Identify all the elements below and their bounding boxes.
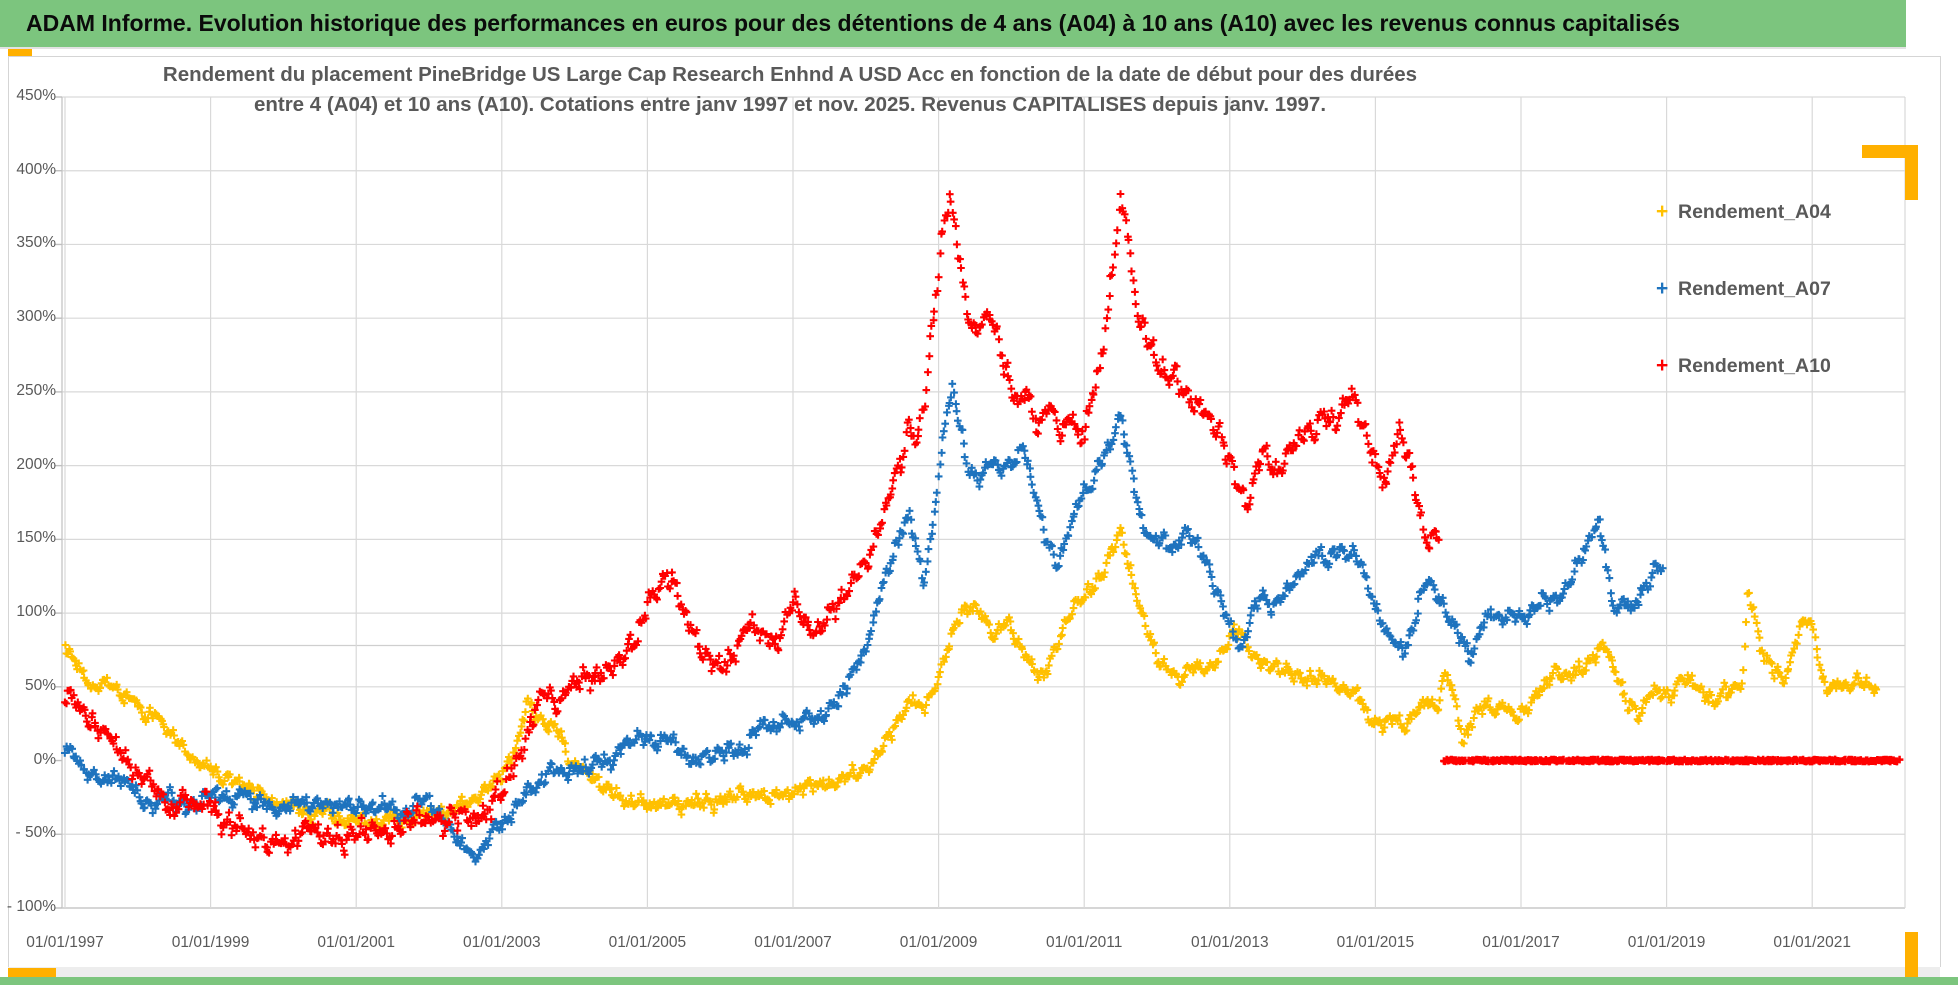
- chart-title: Rendement du placement PineBridge US Lar…: [150, 60, 1430, 120]
- chart-title-line1: Rendement du placement PineBridge US Lar…: [162, 63, 1418, 86]
- chart-frame-left: [8, 56, 9, 967]
- legend-label: Rendement_A04: [1678, 200, 1831, 223]
- selection-handle-top-right-h[interactable]: [1862, 145, 1918, 158]
- y-tick-label: - 100%: [6, 898, 56, 915]
- chart-title-line2: entre 4 (A04) et 10 ans (A10). Cotations…: [253, 93, 1327, 116]
- x-tick-label: 01/01/1999: [171, 934, 250, 951]
- y-tick-label: 50%: [24, 676, 56, 694]
- x-tick-label: 01/01/2019: [1627, 934, 1706, 951]
- x-tick-label: 01/01/2005: [608, 934, 687, 951]
- chart-legend[interactable]: + Rendement_A04 + Rendement_A07 + Rendem…: [1656, 196, 1831, 427]
- y-tick-label: 0%: [33, 750, 56, 768]
- x-tick-label: 01/01/2021: [1773, 934, 1851, 951]
- y-tick-label: 100%: [16, 603, 56, 621]
- x-tick-label: 01/01/2007: [754, 934, 832, 951]
- y-tick-label: 300%: [16, 308, 56, 326]
- legend-item-a07[interactable]: + Rendement_A07: [1656, 273, 1831, 305]
- legend-item-a10[interactable]: + Rendement_A10: [1656, 350, 1831, 382]
- y-tick-label: 250%: [16, 381, 56, 399]
- selection-handle-right[interactable]: [1905, 932, 1918, 977]
- y-tick-label: - 50%: [15, 824, 57, 842]
- x-tick-label: 01/01/2009: [899, 934, 978, 951]
- selection-handle-top-right-v[interactable]: [1905, 145, 1918, 200]
- scatter-series-Rendement_A10: [61, 190, 1443, 859]
- page-title: ADAM Informe. Evolution historique des p…: [26, 10, 1680, 36]
- title-banner: ADAM Informe. Evolution historique des p…: [0, 0, 1906, 49]
- x-tick-label: 01/01/2011: [1045, 934, 1123, 951]
- plus-marker-icon: +: [1656, 200, 1669, 223]
- y-tick-label: 350%: [16, 234, 56, 252]
- legend-label: Rendement_A07: [1678, 277, 1831, 300]
- x-tick-label: 01/01/1997: [26, 934, 104, 951]
- x-tick-label: 01/01/2015: [1336, 934, 1415, 951]
- chart-frame-right: [1940, 56, 1941, 967]
- legend-label: Rendement_A10: [1678, 354, 1831, 377]
- y-tick-label: 150%: [16, 529, 56, 547]
- x-tick-label: 01/01/2017: [1482, 934, 1560, 951]
- scrollbar-handle-left[interactable]: [8, 968, 56, 977]
- bottom-scrollbar[interactable]: [8, 967, 1940, 977]
- legend-item-a04[interactable]: + Rendement_A04: [1656, 196, 1831, 228]
- scatter-zero-line-A10: [1440, 755, 1904, 766]
- plus-marker-icon: +: [1656, 277, 1669, 300]
- x-tick-label: 01/01/2001: [317, 934, 395, 951]
- y-tick-label: 200%: [16, 455, 56, 473]
- bottom-green-bar: [0, 977, 1958, 985]
- y-tick-label: 450%: [16, 87, 56, 104]
- x-tick-label: 01/01/2013: [1191, 934, 1269, 951]
- y-tick-label: 400%: [16, 160, 56, 178]
- chart-frame-top: [8, 56, 1940, 57]
- plus-marker-icon: +: [1656, 354, 1669, 377]
- scatter-series-Rendement_A07: [61, 380, 1667, 866]
- selection-handle-top-left[interactable]: [8, 49, 32, 56]
- x-tick-label: 01/01/2003: [463, 934, 541, 951]
